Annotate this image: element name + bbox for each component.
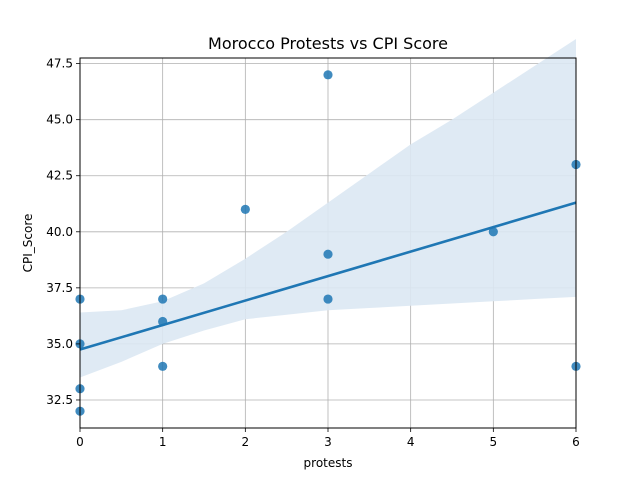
x-tick-label-1: 1 xyxy=(159,435,167,449)
x-axis-label: protests xyxy=(304,456,353,470)
data-point-9 xyxy=(323,249,333,259)
y-tick-label-3: 40.0 xyxy=(46,225,73,239)
y-axis-label: CPI_Score xyxy=(21,214,35,273)
y-tick-label-6: 47.5 xyxy=(46,57,73,71)
x-tick-label-3: 3 xyxy=(324,435,332,449)
data-point-4 xyxy=(158,294,168,304)
confidence-band xyxy=(80,38,576,378)
x-tick-label-5: 5 xyxy=(490,435,498,449)
x-tick-label-6: 6 xyxy=(572,435,580,449)
x-tick-label-4: 4 xyxy=(407,435,415,449)
y-tick-label-1: 35.0 xyxy=(46,337,73,351)
y-tick-label-5: 45.0 xyxy=(46,113,73,127)
y-axis-ticks: 32.5 35.0 37.5 40.0 42.5 45.0 47.5 xyxy=(46,57,80,407)
x-axis-ticks: 0 1 2 3 4 5 6 xyxy=(76,428,580,449)
data-point-7 xyxy=(240,204,250,214)
x-tick-label-0: 0 xyxy=(76,435,84,449)
x-tick-label-2: 2 xyxy=(242,435,250,449)
data-point-8 xyxy=(323,70,333,80)
y-tick-label-4: 42.5 xyxy=(46,169,73,183)
y-tick-label-0: 32.5 xyxy=(46,393,73,407)
data-point-6 xyxy=(158,361,168,371)
data-points xyxy=(75,70,581,416)
chart-title: Morocco Protests vs CPI Score xyxy=(208,34,448,53)
data-point-10 xyxy=(323,294,333,304)
confidence-band-area xyxy=(80,38,576,378)
data-point-5 xyxy=(158,316,168,327)
y-tick-label-2: 37.5 xyxy=(46,281,73,295)
data-point-11 xyxy=(488,227,498,237)
